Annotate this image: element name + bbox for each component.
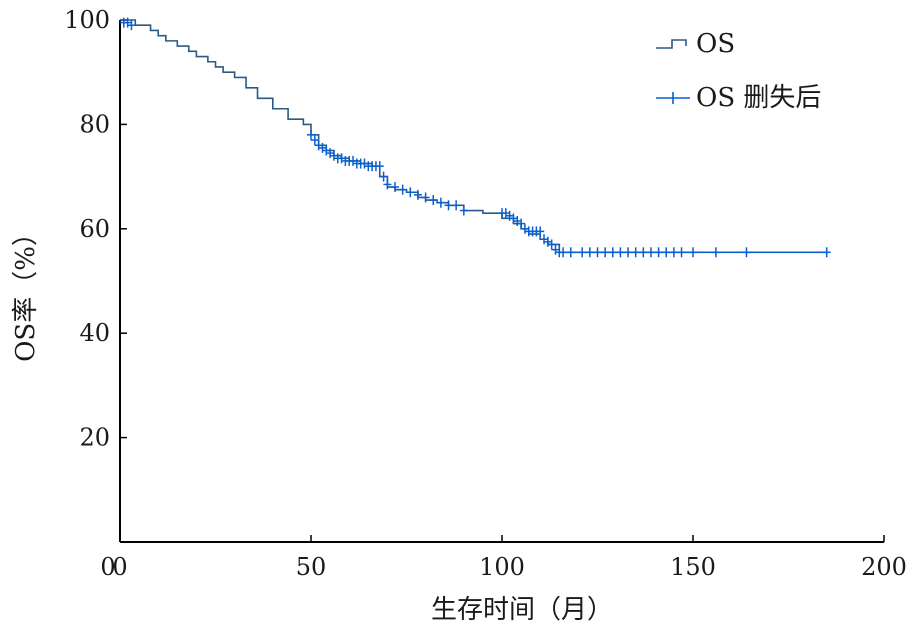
censor-mark bbox=[127, 20, 136, 31]
chart-axes: 0 50 100 150 200 20 40 60 80 100 0 bbox=[64, 6, 907, 581]
censor-mark bbox=[337, 153, 346, 164]
plot-area bbox=[119, 17, 831, 258]
censor-mark bbox=[379, 171, 388, 182]
censor-mark bbox=[421, 192, 430, 203]
origin-label: 0 bbox=[100, 553, 115, 581]
censor-mark bbox=[329, 150, 338, 161]
censor-mark bbox=[310, 135, 319, 146]
censor-mark bbox=[375, 161, 384, 172]
censor-mark bbox=[406, 187, 415, 198]
censor-mark bbox=[391, 182, 400, 193]
censor-mark bbox=[459, 205, 468, 216]
censor-mark bbox=[551, 244, 560, 255]
x-tick-label: 100 bbox=[479, 553, 525, 581]
censor-mark bbox=[452, 200, 461, 211]
censor-mark bbox=[513, 215, 522, 226]
censor-mark bbox=[547, 239, 556, 250]
y-tick-label: 40 bbox=[79, 319, 110, 347]
censor-mark bbox=[349, 155, 358, 166]
censor-mark bbox=[398, 184, 407, 195]
censor-mark bbox=[413, 189, 422, 200]
censor-mark bbox=[540, 234, 549, 245]
y-tick-label: 100 bbox=[64, 6, 110, 34]
x-tick-label: 150 bbox=[670, 553, 716, 581]
x-tick-label: 200 bbox=[861, 553, 907, 581]
censor-mark bbox=[505, 210, 514, 221]
censor-mark bbox=[326, 148, 335, 159]
censor-mark bbox=[360, 158, 369, 169]
censor-mark bbox=[444, 200, 453, 211]
legend-item-os: OS bbox=[656, 29, 735, 59]
censor-mark bbox=[543, 236, 552, 247]
legend-label-censored: OS 删失后 bbox=[696, 83, 821, 113]
censor-mark bbox=[383, 179, 392, 190]
x-tick-label: 50 bbox=[296, 553, 327, 581]
censor-mark bbox=[509, 213, 518, 224]
legend-label-os: OS bbox=[696, 29, 735, 59]
y-tick-label: 20 bbox=[79, 424, 110, 452]
legend: OS OS 删失后 bbox=[656, 29, 821, 113]
y-axis-title: OS率（%） bbox=[11, 220, 41, 362]
censor-mark bbox=[429, 195, 438, 206]
censor-mark bbox=[318, 142, 327, 153]
censor-mark bbox=[123, 17, 132, 28]
censor-mark bbox=[314, 140, 323, 151]
y-tick-label: 60 bbox=[79, 215, 110, 243]
censor-mark bbox=[520, 223, 529, 234]
censor-mark bbox=[501, 208, 510, 219]
censor-mark bbox=[322, 145, 331, 156]
censor-mark bbox=[517, 218, 526, 229]
censor-mark bbox=[436, 197, 445, 208]
x-axis-title: 生存时间（月） bbox=[431, 595, 613, 625]
legend-step-symbol bbox=[656, 39, 687, 49]
censor-mark bbox=[307, 129, 315, 140]
censor-mark bbox=[536, 226, 545, 237]
y-tick-label: 80 bbox=[79, 110, 110, 138]
legend-item-censored: OS 删失后 bbox=[656, 83, 821, 113]
x-tick-label: 0 bbox=[112, 553, 127, 581]
